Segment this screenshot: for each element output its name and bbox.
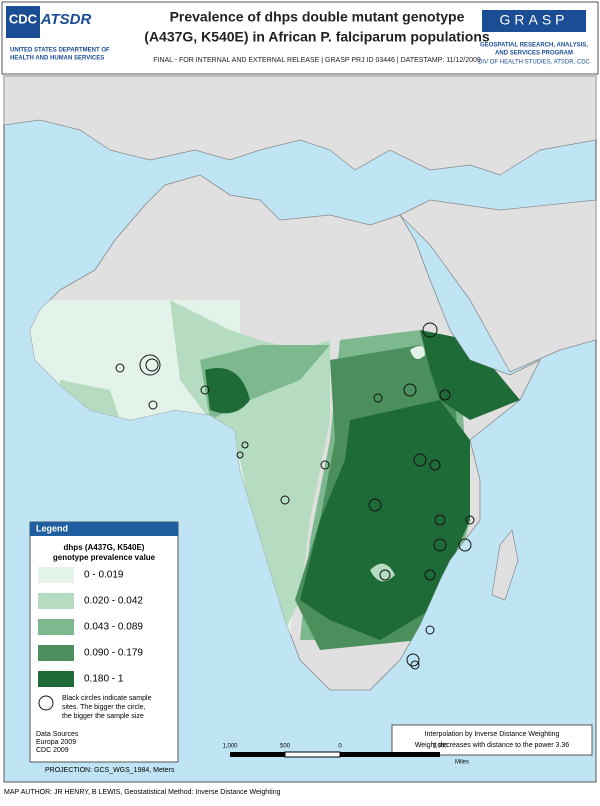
legend-swatch: [38, 671, 74, 687]
sample-site: [439, 389, 451, 401]
legend-swatch: [38, 593, 74, 609]
prevalence-zone: [420, 330, 520, 420]
circles-note: sites. The bigger the circle,: [62, 704, 146, 711]
prevalence-zone: [205, 368, 250, 414]
projection: PROJECTION: GCS_WGS_1984, Meters: [45, 767, 175, 774]
sample-site: [241, 441, 249, 449]
grasp-desc: DIV OF HEALTH STUDIES, ATSDR, CDC: [478, 60, 590, 66]
legend-label: 0.180 - 1: [84, 674, 124, 685]
hhs-text: UNITED STATES DEPARTMENT OF: [10, 48, 110, 54]
legend-swatch: [38, 645, 74, 661]
footer: MAP AUTHOR: JR HENRY, B LEWIS, Geostatis…: [4, 789, 281, 796]
title: Prevalence of dhps double mutant genotyp…: [170, 9, 465, 25]
legend-swatch: [38, 619, 74, 635]
legend-heading: dhps (A437G, K540E): [64, 543, 145, 552]
scale-unit: Miles: [455, 760, 469, 766]
other-land: [3, 75, 597, 601]
sample-site: [373, 393, 383, 403]
sample-site: [145, 358, 159, 372]
circles-note: Black circles indicate sample: [62, 695, 152, 702]
grasp-desc: GEOSPATIAL RESEARCH, ANALYSIS,: [480, 43, 588, 49]
prevalence-zone: [300, 400, 470, 640]
sample-site: [139, 354, 161, 376]
legend-label: 0.043 - 0.089: [84, 622, 143, 633]
legend-rows: 0 - 0.019 0.020 - 0.042 0.043 - 0.089 0.090…: [38, 567, 143, 687]
interp-note: Weight decreases with distance to the po…: [415, 742, 569, 749]
cdc-logo: [6, 6, 40, 38]
europe: [3, 75, 597, 176]
prevalence-zone: [410, 346, 425, 359]
legend-label: 0 - 0.019: [84, 570, 124, 581]
sources: Europa 2009: [36, 739, 76, 746]
sample-site: [425, 625, 435, 635]
scale-label: 0: [338, 744, 342, 750]
scale-bar: [230, 751, 440, 758]
grasp-text: GRASP: [499, 12, 568, 28]
sample-site: [379, 569, 391, 581]
sample-site: [280, 495, 290, 505]
sample-site: [413, 453, 427, 467]
legend-label: 0.020 - 0.042: [84, 596, 143, 607]
sample-site: [236, 451, 244, 459]
circles-note: the bigger the sample size: [62, 713, 144, 720]
legend-title: Legend: [36, 523, 68, 533]
sample-site: [368, 498, 382, 512]
hhs-text: HEALTH AND HUMAN SERVICES: [10, 56, 104, 62]
sample-site: [458, 538, 472, 552]
madagascar: [491, 529, 519, 601]
sample-site: [406, 653, 420, 667]
legend-swatch: [38, 567, 74, 583]
interp-box: [391, 724, 593, 756]
interp-note: Interpolation by Inverse Distance Weight…: [425, 731, 560, 738]
release-line: FINAL - FOR INTERNAL AND EXTERNAL RELEAS…: [153, 57, 481, 64]
legend-circle: [38, 695, 54, 711]
cdc-text: CDC: [9, 11, 38, 26]
legend-heading: genotype prevalence value: [53, 553, 156, 562]
sample-site: [410, 660, 420, 670]
legend-box: [29, 521, 179, 763]
atsdr-text: ATSDR: [40, 11, 92, 28]
sources: Data Sources: [36, 731, 79, 738]
sample-site: [148, 400, 158, 410]
sample-site: [434, 514, 446, 526]
title: (A437G, K540E) in African P. falciparum …: [144, 29, 490, 45]
sample-site: [465, 515, 475, 525]
scale-label: 1,000: [222, 744, 238, 750]
grasp-desc: AND SERVICES PROGRAM: [495, 51, 573, 57]
scale-label: 500: [280, 744, 291, 750]
sample-site: [433, 538, 447, 552]
legend-label: 0.090 - 0.179: [84, 648, 143, 659]
scale-label: 1,000: [432, 744, 448, 750]
sample-site: [424, 569, 436, 581]
sample-sites: [115, 322, 475, 670]
sample-site: [422, 322, 438, 338]
sample-site: [403, 383, 417, 397]
arabia: [399, 199, 597, 373]
prevalence-zone: [370, 563, 395, 582]
sample-site: [200, 385, 210, 395]
legend-header: [30, 522, 178, 536]
sample-site: [115, 363, 125, 373]
sample-site: [320, 460, 330, 470]
grasp-logo: [482, 10, 586, 32]
sample-site: [429, 459, 441, 471]
sources: CDC 2009: [36, 747, 69, 754]
